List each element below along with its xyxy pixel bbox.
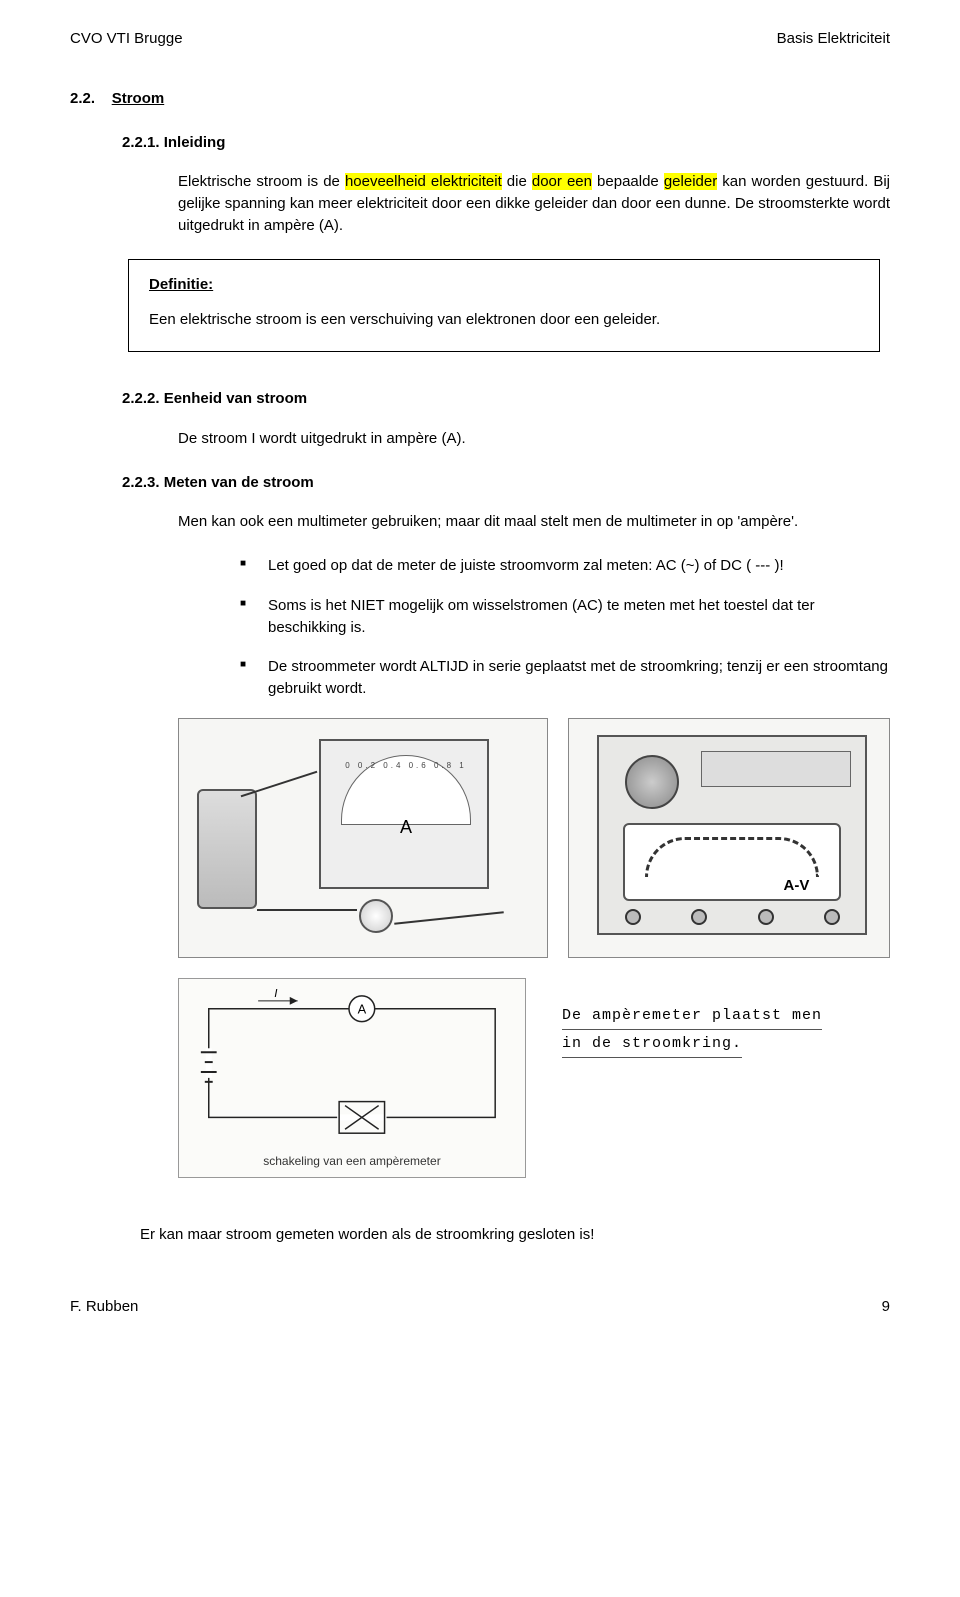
meter-scale: 0 0.2 0.4 0.6 0.8 1 bbox=[342, 760, 470, 772]
header-left: CVO VTI Brugge bbox=[70, 28, 183, 50]
knob-icon bbox=[625, 755, 679, 809]
battery-icon bbox=[197, 789, 257, 909]
note-line: De ampèremeter plaatst men bbox=[562, 1002, 822, 1030]
sec-num: 2.2.1. bbox=[122, 134, 160, 151]
section-2-2-1: 2.2.1. Inleiding bbox=[122, 132, 890, 154]
schematic-caption: schakeling van een ampèremeter bbox=[179, 1153, 525, 1170]
note-line: in de stroomkring. bbox=[562, 1030, 742, 1058]
sec-title: Meten van de stroom bbox=[164, 474, 314, 491]
schematic-row: A I schakeling van een ampèremeter De am… bbox=[178, 978, 890, 1178]
sec-num: 2.2.3. bbox=[122, 474, 160, 491]
multimeter-icon: A-V bbox=[597, 735, 867, 935]
closing-line: Er kan maar stroom gemeten worden als de… bbox=[140, 1224, 890, 1246]
meter-label: A-V bbox=[784, 875, 810, 897]
definition-body: Een elektrische stroom is een verschuivi… bbox=[149, 309, 859, 331]
figure-ammeter-circuit: 0 0.2 0.4 0.6 0.8 1 A bbox=[178, 718, 548, 958]
sec-num: 2.2. bbox=[70, 88, 95, 110]
schematic-a-label: A bbox=[358, 1001, 367, 1016]
lamp-icon bbox=[359, 899, 393, 933]
sec-title: Eenheid van stroom bbox=[164, 390, 307, 407]
figure-multimeter: A-V bbox=[568, 718, 890, 958]
page-header: CVO VTI Brugge Basis Elektriciteit bbox=[70, 28, 890, 50]
section-2-2-2: 2.2.2. Eenheid van stroom bbox=[122, 388, 890, 410]
header-right: Basis Elektriciteit bbox=[777, 28, 890, 50]
figure-schematic: A I schakeling van een ampèremeter bbox=[178, 978, 526, 1178]
page-footer: F. Rubben 9 bbox=[70, 1296, 890, 1318]
bullet-item: Let goed op dat de meter de juiste stroo… bbox=[240, 555, 890, 577]
intro-paragraph: Elektrische stroom is de hoeveelheid ele… bbox=[178, 171, 890, 236]
unit-paragraph: De stroom I wordt uitgedrukt in ampère (… bbox=[178, 428, 890, 450]
bullet-list: Let goed op dat de meter de juiste stroo… bbox=[240, 555, 890, 700]
schematic-svg: A I bbox=[189, 989, 515, 1147]
highlight: geleider bbox=[664, 173, 717, 190]
schematic-i-label: I bbox=[274, 989, 278, 1000]
highlight: hoeveelheid elektriciteit bbox=[345, 173, 502, 190]
sec-title: Stroom bbox=[112, 90, 165, 107]
definition-title: Definitie: bbox=[149, 274, 859, 296]
section-2-2-3: 2.2.3. Meten van de stroom bbox=[122, 472, 890, 494]
measure-paragraph: Men kan ook een multimeter gebruiken; ma… bbox=[178, 511, 890, 533]
analog-meter-icon: 0 0.2 0.4 0.6 0.8 1 A bbox=[319, 739, 489, 889]
meter-unit: A bbox=[342, 814, 470, 840]
bullet-item: De stroommeter wordt ALTIJD in serie gep… bbox=[240, 656, 890, 700]
sec-num: 2.2.2. bbox=[122, 390, 160, 407]
handwritten-note: De ampèremeter plaatst men in de stroomk… bbox=[562, 978, 890, 1058]
definition-box: Definitie: Een elektrische stroom is een… bbox=[128, 259, 880, 353]
sec-title: Inleiding bbox=[164, 134, 226, 151]
highlight: door een bbox=[532, 173, 592, 190]
footer-left: F. Rubben bbox=[70, 1296, 138, 1318]
footer-right: 9 bbox=[882, 1296, 890, 1318]
figure-row: 0 0.2 0.4 0.6 0.8 1 A A-V bbox=[178, 718, 890, 958]
bullet-item: Soms is het NIET mogelijk om wisselstrom… bbox=[240, 595, 890, 639]
section-2-2: 2.2. Stroom bbox=[70, 88, 890, 110]
